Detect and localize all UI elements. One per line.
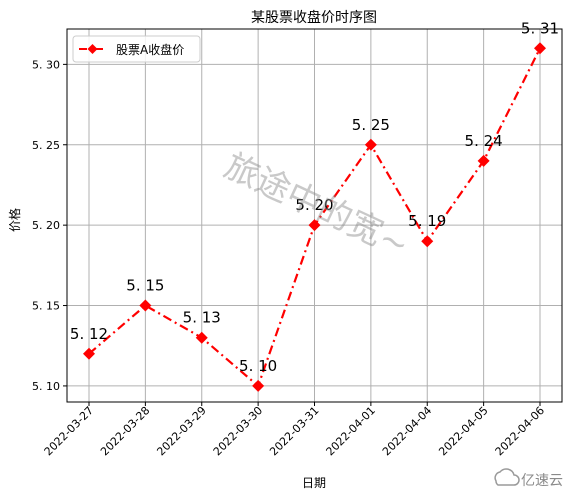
data-labels: 5. 12 5. 15 5. 13 5. 10 5. 20 5. 25 5. 19 5. 24…: [70, 19, 559, 375]
x-tick-label: 2022-04-05: [436, 404, 490, 458]
data-label: 5. 25: [352, 116, 390, 134]
watermark-text: 旅途中的宽~: [218, 146, 415, 266]
series-line: [83, 42, 546, 392]
x-tick-label: 2022-03-28: [98, 404, 152, 458]
x-tick-label: 2022-04-04: [380, 404, 434, 458]
cloud-logo-icon: [494, 468, 520, 486]
chart-title: 某股票收盘价时序图: [251, 9, 377, 26]
x-tick-label: 2022-03-30: [211, 404, 265, 458]
legend-marker: [87, 44, 98, 54]
data-point: [364, 138, 377, 151]
y-tick-label: 5. 25: [32, 139, 60, 152]
y-axis-label: 价格: [7, 208, 22, 232]
y-axis: 5. 10 5. 15 5. 20 5. 25 5. 30: [32, 58, 67, 393]
data-point: [477, 154, 490, 167]
legend: 股票A收盘价: [72, 35, 201, 63]
y-tick-label: 5. 20: [32, 219, 60, 232]
data-point: [195, 331, 208, 344]
x-tick-label: 2022-03-27: [42, 404, 96, 458]
legend-label: 股票A收盘价: [116, 42, 184, 57]
data-label: 5. 19: [408, 212, 446, 230]
data-point: [83, 347, 95, 360]
data-label: 5. 24: [465, 132, 503, 150]
x-tick-label: 2022-03-29: [154, 404, 208, 458]
y-tick-label: 5. 10: [32, 380, 60, 393]
data-point: [534, 42, 546, 55]
data-label: 5. 10: [239, 357, 277, 375]
legend-box: [72, 35, 201, 63]
data-label: 5. 15: [126, 277, 164, 295]
data-point: [139, 299, 152, 312]
grid-lines: [67, 29, 562, 402]
data-label: 5. 20: [295, 196, 333, 214]
data-label: 5. 13: [183, 309, 221, 327]
x-tick-label: 2022-04-06: [493, 404, 547, 458]
x-tick-label: 2022-03-31: [267, 404, 321, 458]
x-axis-label: 日期: [302, 476, 326, 490]
data-point: [252, 379, 265, 392]
logo-text: 亿速云: [521, 473, 563, 489]
y-tick-label: 5. 15: [32, 300, 60, 313]
y-tick-label: 5. 30: [32, 58, 60, 71]
logo: 亿速云: [494, 468, 563, 489]
data-label: 5. 12: [70, 325, 108, 343]
x-axis: 2022-03-27 2022-03-28 2022-03-29 2022-03-30…: [42, 402, 547, 458]
data-label: 5. 31: [521, 19, 559, 37]
x-tick-label: 2022-04-01: [324, 404, 378, 458]
data-point: [421, 235, 434, 248]
data-point: [308, 219, 321, 232]
